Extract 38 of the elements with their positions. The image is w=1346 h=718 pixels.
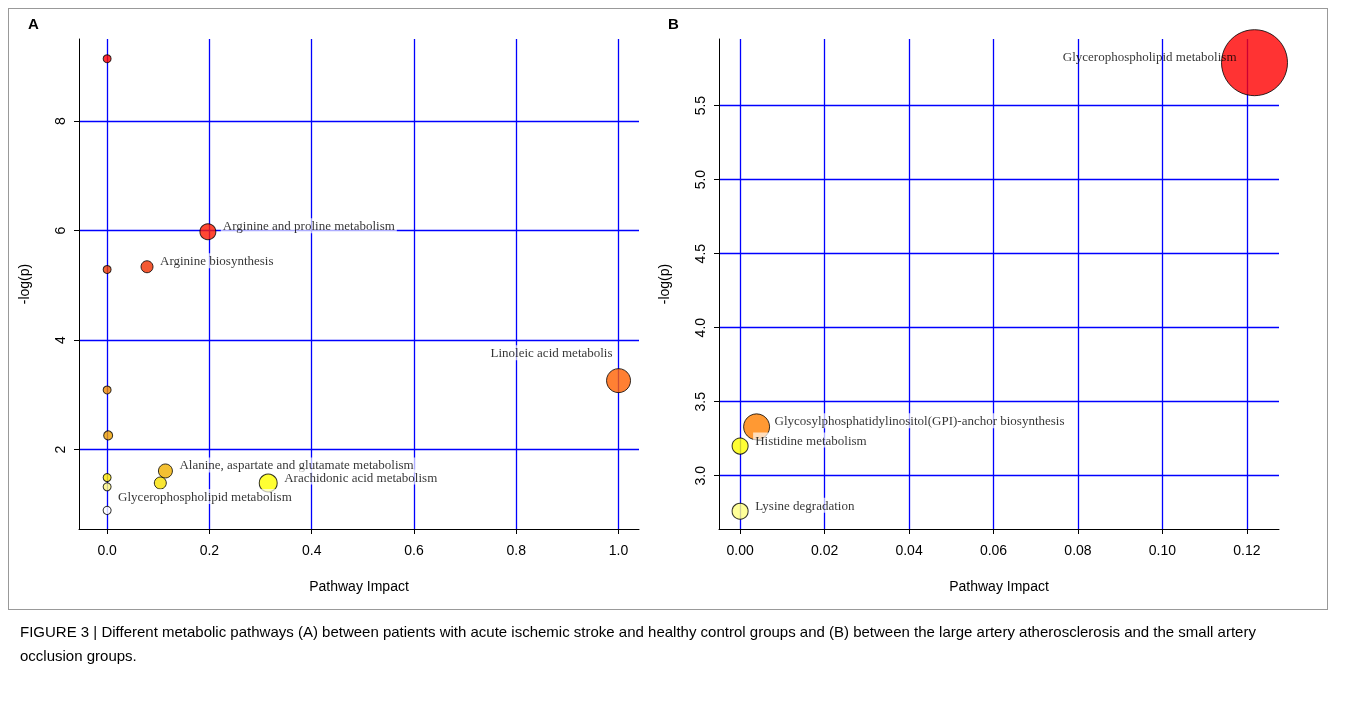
annotation: Arginine and proline metabolism — [222, 218, 395, 234]
annotation: Glycosylphosphatidylinositol(GPI)-anchor biosynthesis — [774, 413, 1065, 429]
y-tick-label: 4 — [52, 336, 68, 345]
y-tick-label: 4.5 — [692, 243, 708, 264]
y-tick-label: 6 — [52, 226, 68, 235]
y-axis-title: -log(p) — [16, 263, 32, 305]
annotation: Linoleic acid metabolis — [490, 345, 613, 361]
x-tick-label: 0.8 — [506, 542, 527, 558]
annotation: Arginine biosynthesis — [160, 253, 274, 269]
y-axis-title: -log(p) — [656, 263, 672, 305]
x-tick-label: 0.4 — [301, 542, 322, 558]
y-tick-label: 3.5 — [692, 391, 708, 412]
x-tick-label: 0.02 — [810, 542, 839, 558]
x-tick-label: 0.12 — [1233, 542, 1261, 558]
y-tick-label: 3.0 — [692, 465, 708, 486]
chart-title: A — [28, 15, 39, 32]
x-tick-label: 0.6 — [404, 542, 424, 558]
caption: FIGURE 3 | Different metabolic pathways (A) between patients with acute ischemic stroke and healthy control groups and (B) between the large artery atherosclerosis and the small artery occlusion groups. — [8, 609, 1328, 678]
y-tick-label: 4.0 — [692, 317, 708, 338]
annotation: Lysine degradation — [755, 497, 855, 513]
annotation: Glycerophospholipid metabolism — [118, 488, 292, 504]
x-tick-label: 0.10 — [1148, 542, 1177, 558]
chart-title: B — [668, 15, 679, 32]
x-tick-label: 0.06 — [979, 542, 1008, 558]
y-tick-label: 5.5 — [692, 95, 708, 116]
x-tick-label: 1.0 — [608, 542, 629, 558]
x-axis-title: Pathway Impact — [949, 578, 1049, 594]
x-tick-label: 0.08 — [1064, 542, 1092, 558]
annotation: Alanine, aspartate and glutamate metabolism — [179, 457, 414, 473]
x-axis-title: Pathway Impact — [309, 578, 409, 594]
x-tick-label: 0.04 — [895, 542, 923, 558]
y-tick-label: 8 — [52, 117, 68, 126]
x-tick-label: 0.00 — [726, 542, 754, 558]
x-tick-label: 0.2 — [199, 542, 220, 558]
x-tick-label: 0.0 — [97, 542, 118, 558]
y-tick-label: 5.0 — [692, 169, 708, 190]
annotation: Histidine metabolism — [755, 432, 867, 448]
y-tick-label: 2 — [52, 445, 68, 454]
